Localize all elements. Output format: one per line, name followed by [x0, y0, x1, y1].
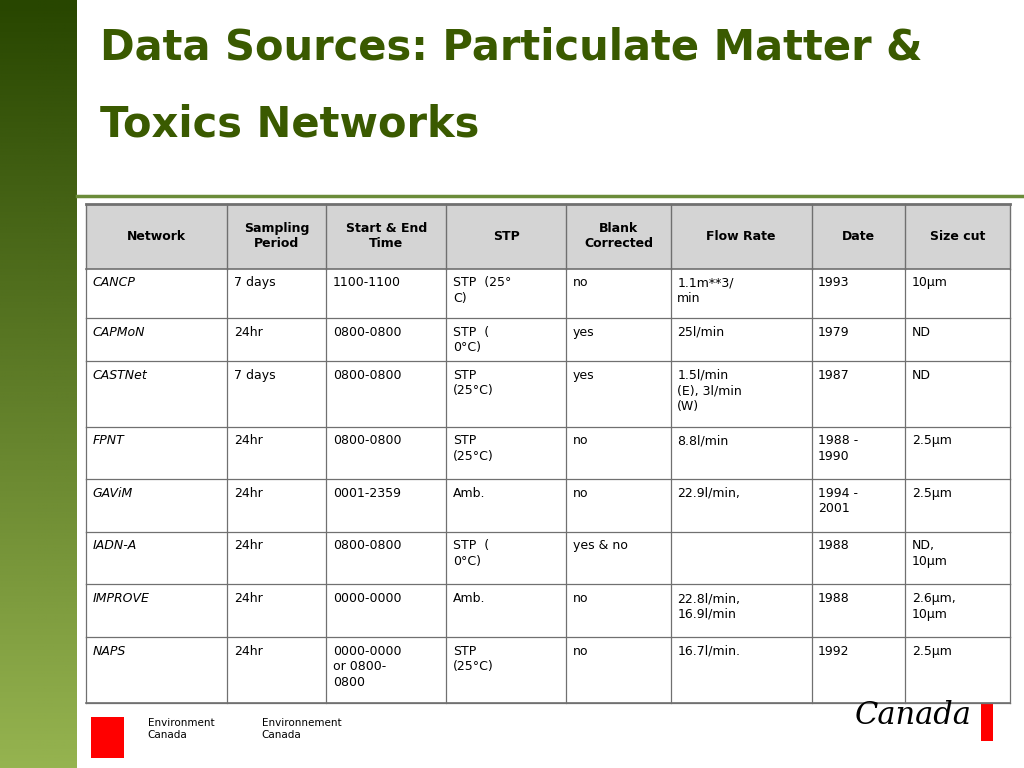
Text: no: no — [572, 276, 589, 290]
Text: no: no — [572, 434, 589, 447]
Text: CAPMoN: CAPMoN — [93, 326, 145, 339]
Bar — [86, 637, 1010, 703]
Text: 24hr: 24hr — [233, 644, 262, 657]
Text: 0800-0800: 0800-0800 — [333, 539, 401, 552]
Text: 22.9l/min,: 22.9l/min, — [677, 487, 740, 500]
Text: 1994 -
2001: 1994 - 2001 — [818, 487, 858, 515]
Text: Sampling
Period: Sampling Period — [244, 222, 309, 250]
Text: 1992: 1992 — [818, 644, 850, 657]
Bar — [86, 531, 1010, 584]
Text: 10μm: 10μm — [912, 276, 948, 290]
Text: 2.6μm,
10μm: 2.6μm, 10μm — [912, 592, 955, 621]
Text: 1987: 1987 — [818, 369, 850, 382]
Text: IMPROVE: IMPROVE — [93, 592, 150, 605]
Text: 2.5μm: 2.5μm — [912, 487, 952, 500]
Text: yes: yes — [572, 326, 595, 339]
Text: 24hr: 24hr — [233, 434, 262, 447]
Text: 0800-0800: 0800-0800 — [333, 326, 401, 339]
Text: STP: STP — [493, 230, 519, 243]
Text: STP
(25°C): STP (25°C) — [453, 434, 494, 463]
Text: yes: yes — [572, 369, 595, 382]
Text: Date: Date — [842, 230, 876, 243]
Text: 24hr: 24hr — [233, 326, 262, 339]
Text: 0000-0000: 0000-0000 — [333, 592, 401, 605]
Text: Start & End
Time: Start & End Time — [346, 222, 427, 250]
Text: 1988 -
1990: 1988 - 1990 — [818, 434, 858, 463]
Bar — [86, 269, 1010, 318]
Text: STP
(25°C): STP (25°C) — [453, 644, 494, 674]
Bar — [86, 318, 1010, 361]
Text: 22.8l/min,
16.9l/min: 22.8l/min, 16.9l/min — [677, 592, 740, 621]
Text: yes & no: yes & no — [572, 539, 628, 552]
Text: Amb.: Amb. — [453, 487, 485, 500]
Text: 0001-2359: 0001-2359 — [333, 487, 401, 500]
Text: 0000-0000
or 0800-
0800: 0000-0000 or 0800- 0800 — [333, 644, 401, 689]
Text: 16.7l/min.: 16.7l/min. — [677, 644, 740, 657]
Text: ND,
10μm: ND, 10μm — [912, 539, 948, 568]
Text: 25l/min: 25l/min — [677, 326, 724, 339]
Bar — [86, 584, 1010, 637]
Text: Toxics Networks: Toxics Networks — [100, 104, 480, 146]
Text: FPNT: FPNT — [93, 434, 125, 447]
Text: Environnement
Canada: Environnement Canada — [261, 718, 341, 740]
Text: Canada: Canada — [855, 700, 972, 731]
Text: 1100-1100: 1100-1100 — [333, 276, 401, 290]
Text: STP
(25°C): STP (25°C) — [453, 369, 494, 397]
Text: 1993: 1993 — [818, 276, 850, 290]
Text: Network: Network — [127, 230, 186, 243]
Text: 1.1m**3/
min: 1.1m**3/ min — [677, 276, 734, 305]
Text: 24hr: 24hr — [233, 592, 262, 605]
Text: 1988: 1988 — [818, 592, 850, 605]
Text: IADN-A: IADN-A — [93, 539, 137, 552]
Text: no: no — [572, 487, 589, 500]
Text: 24hr: 24hr — [233, 539, 262, 552]
Text: 0800-0800: 0800-0800 — [333, 434, 401, 447]
Text: 0800-0800: 0800-0800 — [333, 369, 401, 382]
Text: no: no — [572, 644, 589, 657]
Text: GAViM: GAViM — [93, 487, 133, 500]
Text: 2.5μm: 2.5μm — [912, 434, 952, 447]
Text: STP  (
0°C): STP ( 0°C) — [453, 539, 489, 568]
Bar — [981, 703, 992, 741]
Text: ND: ND — [912, 369, 931, 382]
Bar — [86, 479, 1010, 531]
Text: Amb.: Amb. — [453, 592, 485, 605]
Text: NAPS: NAPS — [93, 644, 126, 657]
Text: 7 days: 7 days — [233, 276, 275, 290]
Text: 1988: 1988 — [818, 539, 850, 552]
Text: 1.5l/min
(E), 3l/min
(W): 1.5l/min (E), 3l/min (W) — [677, 369, 742, 412]
Text: STP  (25°
C): STP (25° C) — [453, 276, 511, 305]
Bar — [86, 426, 1010, 479]
Bar — [86, 361, 1010, 426]
Text: no: no — [572, 592, 589, 605]
Text: ND: ND — [912, 326, 931, 339]
Bar — [91, 717, 124, 758]
Text: CASTNet: CASTNet — [93, 369, 147, 382]
Text: STP  (
0°C): STP ( 0°C) — [453, 326, 489, 354]
Text: Flow Rate: Flow Rate — [707, 230, 776, 243]
Bar — [86, 204, 1010, 269]
Text: 8.8l/min: 8.8l/min — [677, 434, 728, 447]
Text: 7 days: 7 days — [233, 369, 275, 382]
Text: 24hr: 24hr — [233, 487, 262, 500]
Text: Blank
Corrected: Blank Corrected — [584, 222, 653, 250]
Text: 2.5μm: 2.5μm — [912, 644, 952, 657]
Text: 1979: 1979 — [818, 326, 850, 339]
Text: Environment
Canada: Environment Canada — [147, 718, 214, 740]
Text: CANCP: CANCP — [93, 276, 136, 290]
Text: Size cut: Size cut — [930, 230, 985, 243]
Text: Data Sources: Particulate Matter &: Data Sources: Particulate Matter & — [100, 27, 923, 69]
